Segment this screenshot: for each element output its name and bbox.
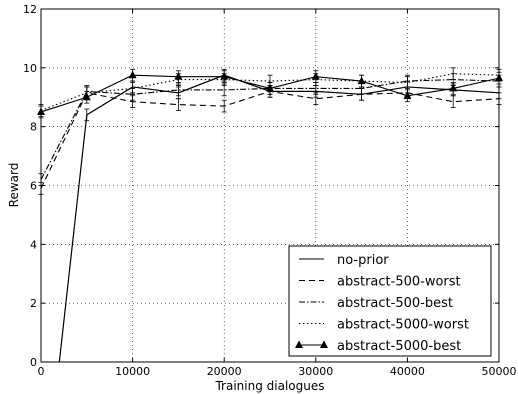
y-tick-label: 4	[30, 238, 37, 251]
x-tick-label: 20000	[207, 365, 242, 378]
legend-label: no-prior	[337, 253, 389, 268]
grid-lines	[41, 9, 499, 362]
legend-label: abstract-500-worst	[337, 275, 461, 290]
data-point-triangle	[220, 72, 229, 80]
legend-box	[288, 245, 492, 357]
legend-label: abstract-5000-best	[337, 339, 461, 354]
series-line	[40, 79, 500, 180]
x-tick-label: 10000	[115, 365, 150, 378]
x-tick-label: 30000	[298, 365, 333, 378]
y-tick-label: 0	[30, 356, 37, 369]
legend-label: abstract-500-best	[337, 296, 453, 311]
y-tick-label: 8	[30, 121, 37, 134]
legend-label: abstract-5000-worst	[337, 318, 469, 333]
legend-marker	[320, 340, 328, 348]
data-point-triangle	[128, 70, 137, 79]
y-axis-label: Reward	[7, 163, 21, 208]
x-tick-label: 0	[38, 365, 45, 378]
legend-marker	[295, 340, 303, 348]
x-tick-label: 50000	[482, 365, 517, 378]
data-point-triangle	[357, 76, 366, 85]
data-point-triangle	[403, 91, 412, 99]
series-abstract-5000-best	[37, 68, 503, 119]
data-point-triangle	[174, 72, 183, 80]
y-tick-label: 12	[23, 3, 37, 16]
data-point-triangle	[82, 92, 91, 101]
data-point-triangle	[449, 83, 458, 92]
data-point-triangle	[266, 83, 274, 92]
x-axis-label: Training dialogues	[214, 379, 324, 393]
y-tick-label: 6	[30, 180, 37, 193]
y-tick-label: 10	[23, 62, 37, 75]
legend: no-prior abstract-500-worst abstract-500-b…	[288, 245, 492, 357]
axis-ticks: 0 10000 20000 30000 40000 50000 0 2 4 6 8 10 12	[23, 3, 517, 378]
x-tick-label: 40000	[390, 365, 425, 378]
series-layer	[37, 67, 503, 363]
y-tick-label: 2	[30, 297, 37, 310]
data-point-triangle	[311, 72, 320, 80]
series-line	[40, 90, 500, 189]
